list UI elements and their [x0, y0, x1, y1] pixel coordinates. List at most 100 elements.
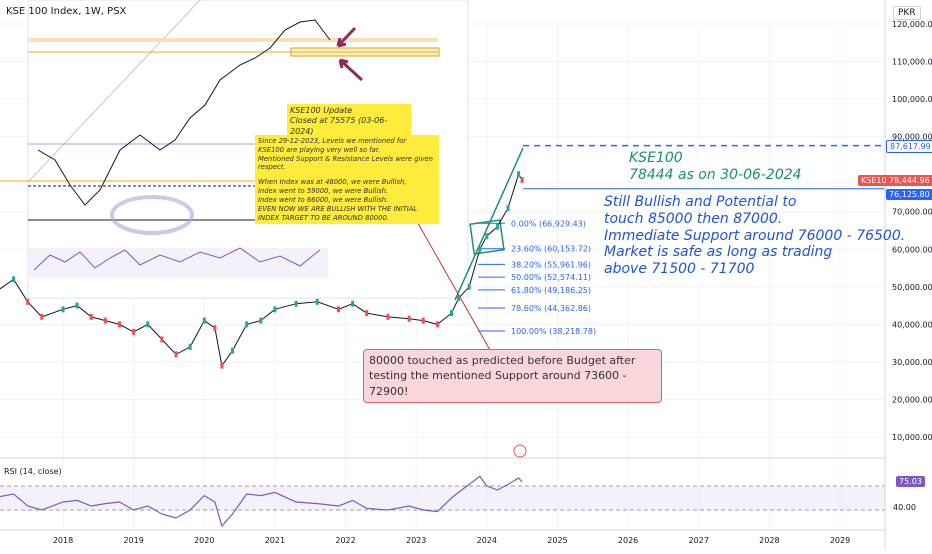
history-note-line: respect. [258, 163, 286, 172]
price-candle [294, 300, 298, 307]
price-axis-label: 110,000.00 [892, 58, 932, 67]
outlook-line: touch 85000 then 87000. [604, 210, 783, 227]
price-candle [160, 336, 164, 343]
inset-rsi-band [28, 248, 328, 278]
fib-level-label: 78.60% (44,362.86) [511, 304, 591, 313]
inset-trendline [27, 0, 201, 183]
price-candle [202, 317, 206, 324]
chart-title: KSE 100 Index, 1W, PSX [6, 6, 127, 17]
history-note-line: When Index was at 48000, we were Bullish… [258, 178, 407, 187]
time-axis-label: 2028 [759, 536, 779, 545]
price-candle [495, 223, 499, 230]
kse-title-annotation: KSE100 [629, 150, 683, 166]
price-candle [435, 321, 439, 328]
history-note-line: Since 29-12-2023, Levels we mentioned fo… [258, 137, 407, 145]
price-candle [61, 306, 65, 313]
price-candle [365, 310, 369, 317]
history-note-line: EVEN NOW WE ARE BULLISH WITH THE INITIAL [258, 204, 418, 213]
price-candle [146, 321, 150, 328]
fibonacci-levels: 0.00% (66,929.43) 23.60% (60,153.72) 38.20… [414, 144, 885, 351]
price-candle [118, 321, 122, 328]
update-note: KSE100 Update Closed at 75575 (03-06-202… [287, 104, 411, 140]
history-note-line: INDEX TARGET TO BE AROUND 80000. [258, 213, 389, 222]
rsi-panel [0, 475, 885, 528]
price-candle [351, 300, 355, 307]
fib-level-label: 23.60% (60,153.72) [511, 245, 591, 254]
arrow-icon [336, 26, 357, 48]
currency-label[interactable]: PKR [893, 6, 921, 20]
rsi-panel-label: RSI (14, close) [4, 467, 62, 476]
prediction-note-line: testing the mentioned Support around 736… [369, 369, 627, 398]
prediction-note-line: 80000 touched as predicted before Budget… [369, 354, 636, 367]
time-axis-label: 2019 [123, 536, 143, 545]
price-axis-label: 50,000.00 [892, 283, 932, 292]
price-axis-label: 20,000.00 [892, 395, 932, 404]
price-axis-label: 120,000.00 [892, 20, 932, 29]
support-price-tag: 76,125.80 [886, 189, 932, 200]
price-candle [188, 343, 192, 350]
time-axis-label: 2021 [265, 536, 285, 545]
fib-level-label: 50.00% (52,574.11) [511, 273, 591, 282]
prediction-note: 80000 touched as predicted before Budget… [363, 349, 662, 404]
inset-resistance-band [28, 38, 438, 42]
price-axis-label: 60,000.00 [892, 245, 932, 254]
rsi-value-tag: 75.03 [896, 476, 925, 487]
history-note-line: Index went to 59000, we were Bullish. [258, 187, 389, 196]
last-price-tag: 78,444.96 [886, 175, 932, 186]
callout-pointer [414, 217, 491, 351]
price-candle [213, 325, 217, 332]
price-candle [174, 351, 178, 358]
rsi-level-label: 40.00 [893, 503, 916, 512]
fib-level-label: 38.20% (55,961.96) [511, 260, 591, 269]
time-axis-label: 2022 [335, 536, 355, 545]
price-candle [132, 328, 136, 335]
price-axis-label: 40,000.00 [892, 320, 932, 329]
time-axis-label: 2029 [830, 536, 850, 545]
price-candle [457, 295, 461, 302]
target-price-tag: 87,617.99 [886, 140, 932, 153]
price-candle [75, 302, 79, 309]
price-candle [517, 171, 521, 178]
symbol-tag: KSE100 [858, 175, 895, 186]
inset-price-path [37, 19, 331, 206]
price-candle [386, 313, 390, 320]
price-axis-label: 70,000.00 [892, 208, 932, 217]
price-axis-label: 10,000.00 [892, 433, 932, 442]
kse-value-annotation: 78444 as on 30-06-2024 [629, 167, 802, 183]
price-candle [506, 204, 510, 211]
price-candle [407, 315, 411, 322]
outlook-line: Market is safe as long as trading [604, 244, 833, 261]
history-note-line: KSE100 are playing very well so far. [258, 145, 381, 154]
price-axis-label: 90,000.00 [892, 133, 932, 142]
price-candle [421, 317, 425, 324]
rsi-line [0, 475, 523, 528]
price-candle [89, 313, 93, 320]
time-axis-label: 2027 [689, 536, 709, 545]
time-axis-label: 2018 [53, 536, 73, 545]
update-note-line: Closed at 75575 (03-06-2024) [290, 116, 388, 136]
outlook-line: Immediate Support around 76000 - 76500. [604, 227, 906, 244]
price-candle [336, 306, 340, 313]
time-axis-label: 2024 [477, 536, 497, 545]
fib-level-label: 100.00% (38,218.78) [511, 327, 596, 336]
price-candle [12, 276, 16, 283]
history-note-line: Mentioned Support & Resistance Levels we… [258, 154, 433, 163]
price-candle [485, 233, 489, 240]
price-candle [259, 317, 263, 324]
price-candle [467, 283, 471, 290]
history-note-line: Index went to 66000, we were Bullish. [258, 195, 389, 204]
arrow-icon [338, 58, 364, 82]
price-series [0, 171, 527, 458]
time-axis-label: 2025 [547, 536, 567, 545]
outlook-line: Still Bullish and Potential to [604, 194, 797, 210]
price-candle [26, 298, 30, 305]
outlook-line: above 71500 - 71700 [604, 261, 755, 278]
inset-logo-icon [110, 195, 194, 235]
price-candle [40, 313, 44, 320]
time-axis-label: 2026 [618, 536, 638, 545]
event-icon [513, 444, 527, 458]
inset-rsi-line [33, 247, 321, 271]
price-candle [273, 306, 277, 313]
